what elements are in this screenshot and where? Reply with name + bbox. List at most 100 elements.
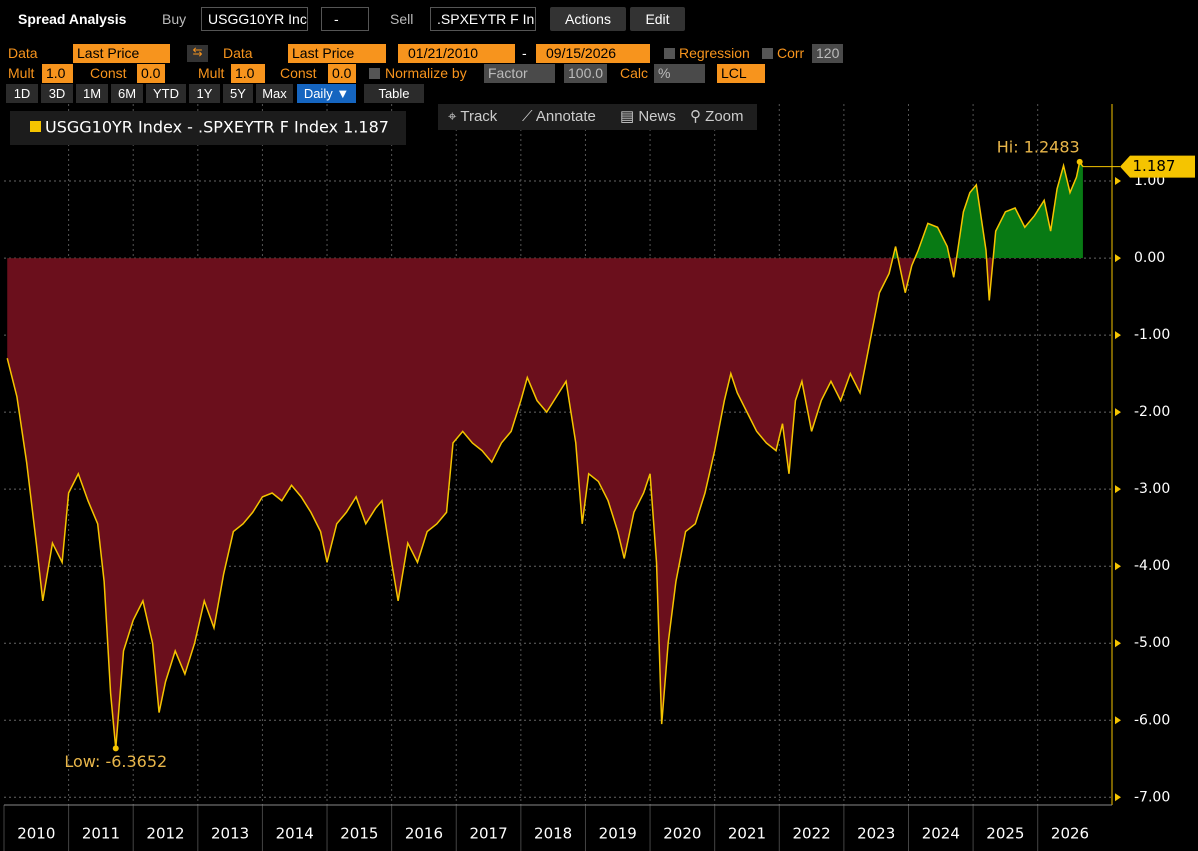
field[interactable]: 0.0: [137, 64, 165, 83]
buy-field[interactable]: USGG10YR Inc: [201, 7, 308, 31]
low-point: [112, 745, 119, 752]
y-tick-label: -6.00: [1134, 712, 1170, 728]
tool[interactable]: ▤ News: [620, 108, 676, 125]
period-button[interactable]: 5Y: [223, 84, 253, 103]
annotation: Hi: 1.2483: [997, 137, 1080, 156]
area-negative: [7, 258, 1083, 749]
line: [6, 160, 1084, 749]
x-tick-label: 2020: [663, 825, 701, 843]
period-button[interactable]: YTD: [146, 84, 186, 103]
y-tick: [1115, 254, 1121, 263]
label: Mult: [198, 65, 225, 81]
x-tick-label: 2024: [922, 825, 960, 843]
field[interactable]: 1.0: [42, 64, 73, 83]
y-tick-label: -2.00: [1134, 404, 1170, 420]
legend-box: [10, 111, 406, 145]
checkbox[interactable]: [369, 68, 380, 79]
period-button[interactable]: 1Y: [189, 84, 220, 103]
period-button[interactable]: Max: [256, 84, 293, 103]
x-tick-label: 2018: [534, 825, 572, 843]
label: Const: [280, 65, 317, 81]
field[interactable]: LCL: [717, 64, 765, 83]
y-tick: [1115, 716, 1121, 725]
period-button[interactable]: 1D: [6, 84, 38, 103]
field[interactable]: Factor: [484, 64, 555, 83]
y-tick-label: -4.00: [1134, 558, 1170, 574]
label: Data: [223, 45, 253, 61]
y-tick-label: 0.00: [1134, 250, 1165, 266]
x-tick-label: 2021: [728, 825, 766, 843]
label: Regression: [679, 45, 750, 61]
x-tick-label: 2012: [146, 825, 184, 843]
last-value-box: [1120, 155, 1195, 178]
tool[interactable]: ⌖ Track: [448, 108, 498, 125]
high-point: [1076, 158, 1083, 165]
x-tick-label: 2019: [599, 825, 637, 843]
legend-swatch: [30, 121, 41, 132]
x-tick-label: 2011: [82, 825, 120, 843]
tool-label: News: [638, 108, 676, 125]
label: Const: [90, 65, 127, 81]
period-button[interactable]: 3D: [41, 84, 73, 103]
tool-label: Track: [460, 108, 498, 125]
y-tick: [1115, 177, 1121, 186]
x-tick-label: 2016: [405, 825, 443, 843]
y-tick-label: -3.00: [1134, 481, 1170, 497]
field[interactable]: Last Price: [288, 44, 386, 63]
y-tick-label: -1.00: [1134, 327, 1170, 343]
period-button[interactable]: 6M: [111, 84, 143, 103]
table-button[interactable]: Table: [364, 84, 424, 103]
chart-toolbar: [438, 104, 757, 130]
buy-op[interactable]: -: [321, 7, 369, 31]
label: Mult: [8, 65, 35, 81]
y-tick: [1115, 485, 1121, 494]
label: Corr: [777, 45, 805, 61]
period-button[interactable]: Daily ▼: [297, 84, 356, 103]
x-tick-label: 2023: [857, 825, 895, 843]
x-tick-label: 2022: [792, 825, 830, 843]
end-date[interactable]: 09/15/2026: [536, 44, 650, 63]
period-button[interactable]: 1M: [76, 84, 108, 103]
x-tick-label: 2026: [1051, 825, 1089, 843]
x-tick-label: 2017: [469, 825, 507, 843]
field[interactable]: 0.0: [328, 64, 356, 83]
tool[interactable]: ⟋ Annotate: [522, 108, 596, 125]
y-tick: [1115, 793, 1121, 802]
checkbox[interactable]: [664, 48, 675, 59]
field[interactable]: 1.0: [231, 64, 265, 83]
annotation: Low: -6.3652: [64, 752, 167, 771]
x-tick-label: 2013: [211, 825, 249, 843]
sell-field[interactable]: .SPXEYTR F In: [430, 7, 536, 31]
field[interactable]: 120: [812, 44, 843, 63]
sell-label: Sell: [390, 11, 414, 27]
y-tick: [1115, 331, 1121, 340]
checkbox[interactable]: [762, 48, 773, 59]
legend-label: USGG10YR Index - .SPXEYTR F Index 1.187: [45, 118, 389, 137]
x-tick-label: 2010: [17, 825, 55, 843]
field[interactable]: %: [654, 64, 705, 83]
tool-label: Annotate: [535, 108, 596, 125]
x-tick-label: 2014: [276, 825, 314, 843]
dash: -: [522, 45, 527, 61]
x-tick-label: 2025: [986, 825, 1024, 843]
buy-label: Buy: [162, 11, 187, 27]
y-tick: [1115, 639, 1121, 648]
title: Spread Analysis: [18, 11, 127, 27]
last-value-label: 1.187: [1133, 157, 1176, 175]
label: Data: [8, 45, 38, 61]
tool-label: Zoom: [705, 108, 744, 125]
field[interactable]: Last Price: [73, 44, 170, 63]
tool[interactable]: ⚲ Zoom: [690, 108, 744, 125]
label: Normalize by: [385, 65, 467, 81]
actions-button[interactable]: Actions: [550, 7, 626, 31]
swap-icon[interactable]: ⇆: [187, 45, 208, 62]
start-date[interactable]: 01/21/2010: [398, 44, 515, 63]
y-tick: [1115, 408, 1121, 417]
y-tick-label: -5.00: [1134, 635, 1170, 651]
x-tick-label: 2015: [340, 825, 378, 843]
field[interactable]: 100.0: [564, 64, 607, 83]
edit-button[interactable]: Edit: [630, 7, 685, 31]
y-tick: [1115, 562, 1121, 571]
